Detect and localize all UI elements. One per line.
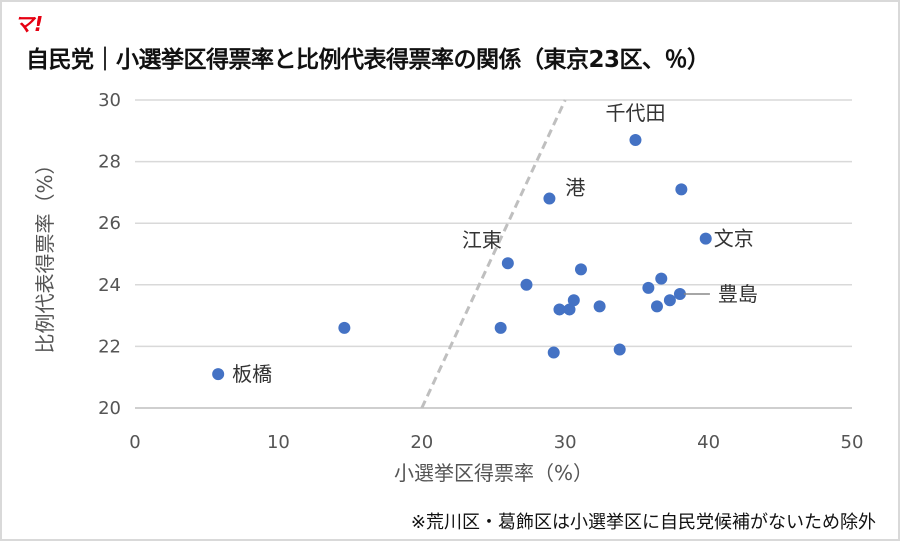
data-point <box>501 257 514 270</box>
data-point <box>553 303 566 316</box>
data-point <box>547 346 560 359</box>
x-tick-label: 50 <box>841 432 864 453</box>
x-tick-label: 40 <box>697 432 720 453</box>
logo: マ! <box>14 12 44 36</box>
x-tick-label: 30 <box>554 432 577 453</box>
x-tick-label: 0 <box>129 432 140 453</box>
point-label: 豊島 <box>718 282 758 306</box>
data-point <box>593 300 606 313</box>
data-point <box>574 263 587 276</box>
data-point <box>663 294 676 307</box>
x-tick-label: 10 <box>267 432 290 453</box>
y-tick-label: 20 <box>98 398 121 419</box>
data-point <box>675 183 688 196</box>
data-point <box>563 303 576 316</box>
x-tick-label: 20 <box>410 432 433 453</box>
data-point <box>212 368 225 381</box>
y-tick-label: 22 <box>98 336 121 357</box>
y-tick-label: 24 <box>98 275 121 296</box>
data-point <box>613 343 626 356</box>
point-label: 千代田 <box>605 101 665 125</box>
data-point <box>673 288 686 301</box>
reference-line-dashed <box>420 99 567 409</box>
footnote: ※荒川区・葛飾区は小選挙区に自民党候補がないため除外 <box>410 512 876 533</box>
point-label: 文京 <box>714 227 754 251</box>
point-label: 板橋 <box>232 362 272 386</box>
x-axis-label: 小選挙区得票率（%） <box>394 461 593 485</box>
data-point <box>338 321 351 334</box>
y-tick-label: 28 <box>98 152 121 173</box>
point-label: 江東 <box>462 228 502 252</box>
data-point <box>520 278 533 291</box>
y-tick-label: 26 <box>98 213 121 234</box>
y-axis-label: 比例代表得票率（%） <box>33 154 57 353</box>
data-point <box>650 300 663 313</box>
data-point <box>655 272 668 285</box>
data-point <box>543 192 556 205</box>
data-point <box>629 134 642 147</box>
data-point <box>699 232 712 245</box>
y-tick-label: 30 <box>98 90 121 111</box>
data-point <box>494 321 507 334</box>
data-point <box>567 294 580 307</box>
data-point <box>642 281 655 294</box>
point-label: 港 <box>565 176 585 200</box>
chart-title: 自民党｜小選挙区得票率と比例代表得票率の関係（東京23区、％） <box>26 47 710 73</box>
